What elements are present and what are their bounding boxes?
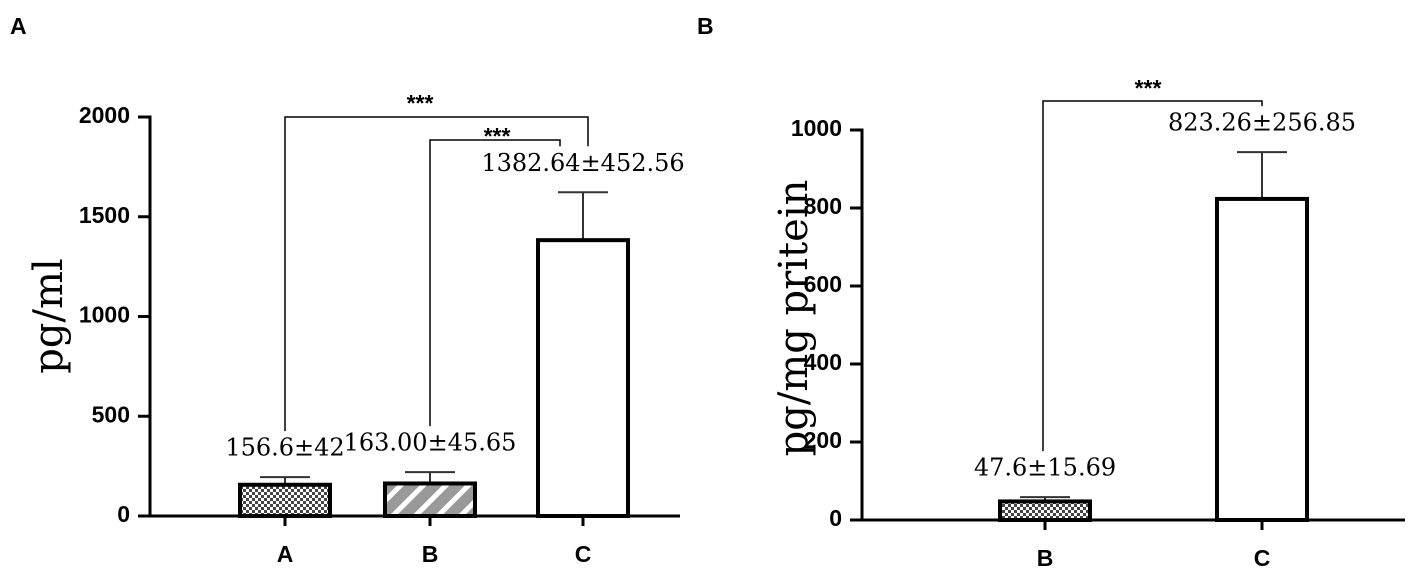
y-tick-label: 500 — [92, 401, 130, 427]
panel-label: B — [697, 13, 714, 39]
x-tick-label: B — [422, 541, 439, 567]
y-tick-label: 1000 — [79, 302, 130, 328]
value-label: 163.00±45.65 — [344, 429, 517, 457]
bar — [536, 238, 630, 518]
y-axis-label: pg/ml — [26, 258, 72, 373]
significance-bracket — [1042, 100, 1263, 452]
bar — [998, 499, 1092, 523]
y-tick-label: 200 — [804, 427, 842, 453]
significance-label: *** — [484, 123, 511, 149]
y-tick-label: 1000 — [791, 115, 842, 141]
bar — [383, 481, 477, 519]
x-tick-label: A — [277, 541, 294, 567]
y-tick-label: 400 — [804, 349, 842, 375]
significance-label: *** — [1135, 75, 1162, 101]
value-label: 156.6±42 — [225, 434, 344, 462]
value-label: 1382.64±452.56 — [481, 149, 684, 177]
y-tick-label: 1500 — [79, 202, 130, 228]
y-tick-label: 600 — [804, 271, 842, 297]
y-tick-label: 0 — [829, 505, 842, 531]
x-tick-label: C — [1254, 545, 1271, 571]
significance-bracket — [284, 116, 589, 432]
bar — [1215, 196, 1309, 523]
panel-label: A — [10, 13, 27, 39]
bar — [238, 482, 332, 518]
y-tick-label: 2000 — [79, 102, 130, 128]
y-tick-label: 800 — [804, 193, 842, 219]
significance-label: *** — [407, 90, 434, 116]
x-tick-label: C — [575, 541, 592, 567]
value-label: 47.6±15.69 — [974, 454, 1116, 482]
x-tick-label: B — [1037, 545, 1054, 571]
y-axis-label: pg/mg pritein — [771, 180, 817, 457]
significance-bracket — [429, 139, 561, 427]
value-label: 823.26±256.85 — [1168, 109, 1356, 137]
y-tick-label: 0 — [117, 501, 130, 527]
